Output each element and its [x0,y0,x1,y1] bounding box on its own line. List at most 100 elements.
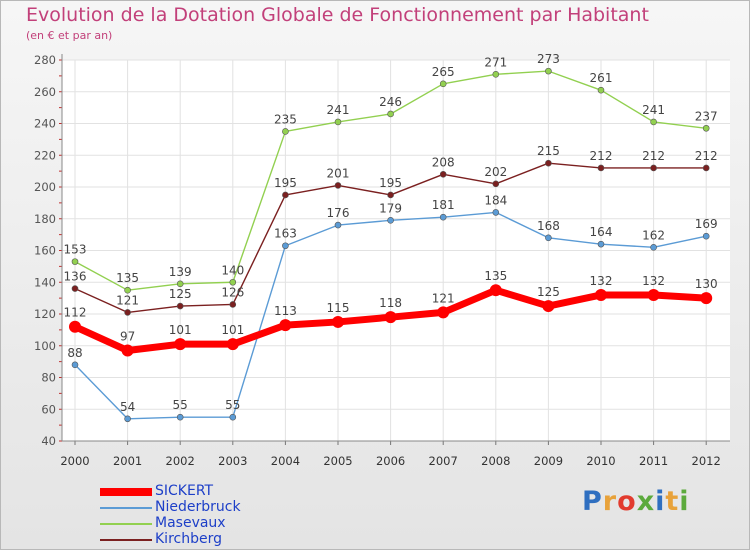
data-label: 135 [484,269,507,283]
data-point [702,232,710,240]
y-tick-label: 280 [34,53,56,67]
data-label: 235 [274,112,297,126]
data-point [124,286,131,294]
data-point [334,182,342,189]
proxiti-logo: Proxiti [582,486,690,517]
data-label: 241 [642,103,665,117]
data-label: 136 [64,270,87,284]
legend-swatch [100,507,152,509]
data-label: 201 [327,166,350,180]
data-label: 112 [64,306,87,320]
y-tick-label: 240 [34,117,56,131]
data-label: 195 [274,176,297,190]
data-point [597,240,605,248]
data-label: 179 [379,201,402,215]
data-point [69,320,81,333]
x-tick-label: 2011 [639,454,668,468]
grid [62,59,730,442]
data-label: 101 [169,323,192,337]
x-tick-label: 2007 [429,454,458,468]
x-tick-label: 2009 [534,454,563,468]
data-point [334,221,342,229]
data-point [542,300,555,313]
y-tick-label: 180 [34,212,56,226]
data-label: 125 [169,287,192,301]
data-label: 184 [484,193,507,207]
data-point [545,159,552,167]
data-point [387,191,394,199]
data-label: 265 [432,65,455,79]
data-label: 118 [379,296,402,310]
data-label: 125 [537,285,560,299]
legend-label: Masevaux [155,515,226,531]
y-tick-label: 260 [34,85,56,99]
data-point [595,288,607,301]
data-labels: 88 54 55 55 163 176 179 181 184 168 164 162 169 153 13… [64,52,718,414]
data-label: 121 [432,291,455,305]
data-point [176,302,184,310]
data-label: 130 [695,277,718,291]
legend-swatch [100,523,152,525]
y-tick-label: 100 [34,339,56,353]
data-label: 101 [221,323,244,337]
data-label: 246 [379,95,402,109]
data-point [489,284,502,297]
x-tick-label: 2002 [166,454,195,468]
logo-letter: r [602,486,618,517]
data-label: 271 [484,55,507,69]
data-label: 241 [327,103,350,117]
data-label: 115 [327,301,350,315]
data-point [492,70,500,78]
data-label: 237 [695,109,718,123]
series-lines [69,67,713,423]
data-point [121,344,134,357]
y-tick-label: 80 [41,371,56,385]
data-point [176,413,184,421]
data-label: 113 [274,304,297,318]
logo-letter: i [655,486,666,517]
data-label: 176 [327,206,350,220]
data-point [229,278,237,286]
y-tick-label: 220 [34,148,56,162]
data-label: 153 [64,243,87,257]
data-point [650,244,657,251]
legend-label: SICKERT [155,483,214,499]
data-point [700,292,713,305]
data-point [174,338,187,351]
legend-swatch [100,539,152,541]
legend-item-niederbruck: Niederbruck [100,499,340,516]
x-tick-label: 2001 [113,454,142,468]
data-label: 139 [169,265,192,279]
data-label: 55 [225,398,240,412]
data-label: 164 [590,225,613,239]
data-point [124,415,131,423]
data-point [545,67,552,75]
data-label: 202 [484,165,507,179]
legend-label: Niederbruck [155,499,241,515]
x-tick-label: 2000 [60,454,89,468]
data-label: 54 [120,400,135,414]
data-label: 135 [116,271,139,285]
data-label: 168 [537,219,560,233]
data-label: 97 [120,330,135,344]
data-point [439,171,447,178]
data-point [492,180,500,188]
data-label: 169 [695,217,718,231]
x-tick-label: 2005 [323,454,352,468]
data-point [439,213,447,221]
data-point [647,288,660,301]
data-label: 261 [590,71,613,85]
data-label: 132 [642,274,665,288]
data-point [176,280,184,288]
data-point [332,315,344,328]
legend-item-sickert: SICKERT [100,483,340,500]
x-tick-label: 2010 [586,454,615,468]
data-point [282,128,289,135]
data-point [226,338,239,351]
data-point [282,191,289,199]
data-label: 208 [432,155,455,169]
x-tick-label: 2008 [481,454,510,468]
data-point [492,209,500,216]
data-point [597,86,605,94]
logo-letter: o [617,486,637,517]
